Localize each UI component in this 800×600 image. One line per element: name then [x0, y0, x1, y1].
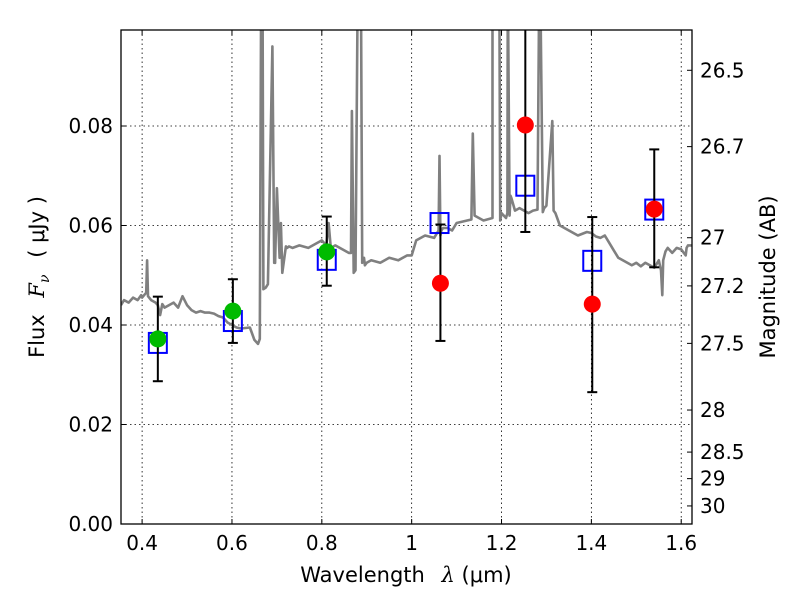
low-sn-point [516, 116, 534, 134]
y2-tick-label: 28 [700, 398, 725, 422]
x-axis-label-symbol: λ [441, 563, 455, 587]
y-tick-label: 0.04 [68, 313, 113, 337]
x-tick-label: 1.4 [575, 531, 607, 555]
y-axis: 0.00 0.02 0.04 0.06 0.08 [68, 114, 126, 536]
y2-tick-label: 28.5 [700, 440, 745, 464]
y2-tick-label: 27 [700, 226, 725, 250]
x-axis-label: Wavelength λ (μm) [300, 563, 511, 587]
x-axis-label-unit: (μm) [462, 563, 512, 587]
x-axis-label-prefix: Wavelength [300, 563, 425, 587]
grid-lines [121, 30, 692, 524]
y-axis-label-subscript: ν [37, 274, 53, 283]
x-tick-label: 0.8 [306, 531, 338, 555]
y-tick-label: 0.00 [68, 512, 113, 536]
x-tick-label: 0.4 [126, 531, 158, 555]
y2-axis: 26.5 26.7 27 27.2 27.5 28 28.5 29 30 [687, 58, 745, 518]
low-sn-point [645, 200, 663, 218]
low-sn-point [583, 295, 601, 313]
y-tick-label: 0.06 [68, 214, 113, 238]
y-axis-label-prefix: Flux [25, 314, 49, 358]
x-axis: 0.4 0.6 0.8 1 1.2 1.4 1.6 [126, 30, 697, 555]
x-tick-label: 1.6 [665, 531, 697, 555]
low-sn-point [431, 274, 449, 292]
y-axis-label-symbol: F [25, 282, 49, 299]
y-axis-label-unit: ( μJy ) [25, 196, 49, 258]
y2-tick-label: 26.5 [700, 58, 745, 82]
x-tick-label: 1.2 [486, 531, 518, 555]
y2-tick-label: 26.7 [700, 135, 745, 159]
y-axis-label: Flux Fν ( μJy ) [25, 196, 54, 358]
y2-tick-label: 27.2 [700, 274, 745, 298]
detection-point [149, 330, 167, 348]
y2-tick-label: 29 [700, 467, 725, 491]
y2-axis-label: Magnitude (AB) [756, 195, 780, 358]
y2-tick-label: 30 [700, 494, 725, 518]
y-tick-label: 0.02 [68, 413, 113, 437]
plot-area [121, 30, 692, 394]
detection-point [318, 243, 336, 261]
x-tick-label: 0.6 [216, 531, 248, 555]
detection-point [224, 302, 242, 320]
y-tick-label: 0.08 [68, 114, 113, 138]
y2-tick-label: 27.5 [700, 331, 745, 355]
x-tick-label: 1 [405, 531, 418, 555]
spectrum-line [121, 30, 692, 346]
plot-frame [120, 29, 693, 525]
